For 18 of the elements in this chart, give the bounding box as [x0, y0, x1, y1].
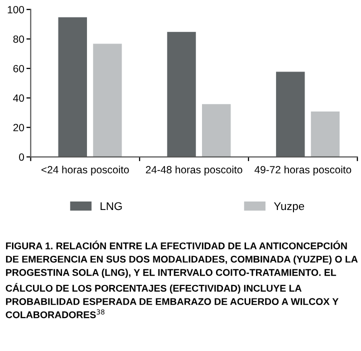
y-tick-label: 40 [13, 94, 24, 102]
text: FIGURA 1. RELACIÓN ENTRE LA EFECTIVIDAD DE LA ANTICONCEPCIÓN DE EMERGENCIA EN SUS DOS MODALIDADES, COMBINADA (YUZPE) O LA PROGESTINA SOLA (LNG), Y EL INTERVALO COITO-TRATAMIENTO. EL CÁLCULO DE LOS PORCENTAJES (EFECTIVIDAD) INCLUYE LA PROBABILIDAD ESPERADA DE EMBARAZO DE ACUERDO A WILCOX Y COLABORADORES$^{38}$ [6, 240, 358, 318]
y-tick-label: 100 [8, 6, 24, 14]
y-tick-label: 20 [13, 124, 24, 132]
y-tick-label: 0 [19, 153, 24, 161]
bar [275, 71, 306, 157]
y-tick-label: 60 [13, 64, 24, 72]
x-tick-label: <24 horas poscoito [41, 166, 129, 176]
x-tick-label: 49-72 horas poscoito [254, 166, 352, 176]
bar [166, 31, 197, 157]
legend-label: Yuzpe [274, 202, 304, 212]
x-tick-label: 24-48 horas poscoito [146, 166, 242, 176]
bar [310, 110, 340, 157]
bar [58, 16, 88, 157]
bar [201, 103, 232, 157]
y-tick-label: 80 [13, 35, 24, 43]
bar [92, 43, 123, 157]
legend-label: LNG [100, 202, 122, 210]
